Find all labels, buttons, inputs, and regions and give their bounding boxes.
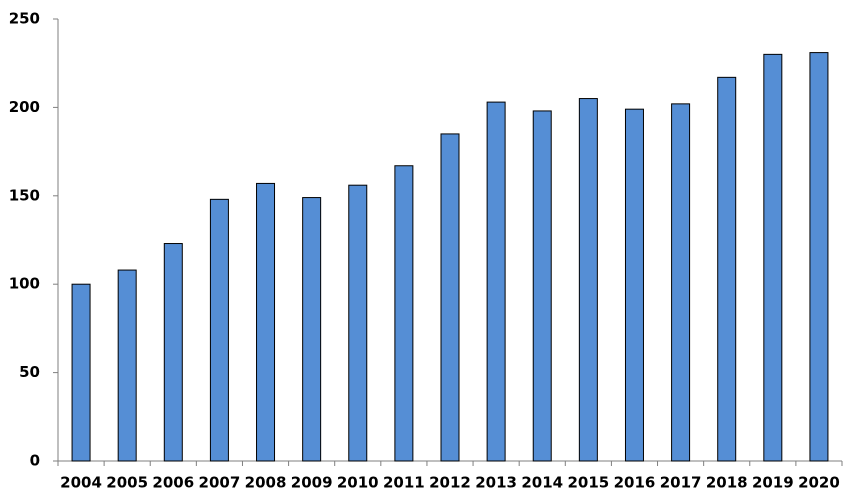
y-tick-label: 250 (9, 10, 40, 28)
x-tick-label: 2015 (567, 474, 609, 492)
x-tick-label: 2019 (752, 474, 794, 492)
bar (717, 76, 737, 462)
x-tick-label: 2007 (199, 474, 241, 492)
bar (671, 103, 691, 462)
x-tick-label: 2008 (245, 474, 287, 492)
bar (117, 269, 137, 462)
bar (256, 182, 276, 462)
y-tick-label: 100 (9, 275, 40, 293)
bar (209, 198, 229, 462)
x-tick-label: 2018 (706, 474, 748, 492)
y-tick-label: 50 (19, 363, 40, 381)
x-tick-label: 2009 (291, 474, 333, 492)
bar (809, 52, 829, 462)
bar (394, 165, 414, 462)
bar (763, 53, 783, 462)
bar (71, 283, 91, 462)
x-tick-label: 2016 (614, 474, 656, 492)
x-tick-label: 2017 (660, 474, 702, 492)
bar (440, 133, 460, 462)
x-tick-label: 2005 (106, 474, 148, 492)
bar (348, 184, 368, 462)
bar (302, 197, 322, 462)
x-tick-label: 2010 (337, 474, 379, 492)
bar (486, 101, 506, 462)
x-tick-label: 2020 (798, 474, 840, 492)
bar (532, 110, 552, 462)
y-tick-label: 150 (9, 186, 40, 204)
x-tick-label: 2011 (383, 474, 425, 492)
y-tick-label: 0 (30, 452, 40, 470)
bar (624, 108, 644, 462)
bar (163, 243, 183, 462)
bar (578, 98, 598, 462)
x-tick-label: 2004 (60, 474, 102, 492)
x-tick-label: 2014 (521, 474, 563, 492)
x-tick-label: 2012 (429, 474, 471, 492)
y-tick-label: 200 (9, 98, 40, 116)
x-tick-label: 2013 (475, 474, 517, 492)
x-tick-label: 2006 (152, 474, 194, 492)
